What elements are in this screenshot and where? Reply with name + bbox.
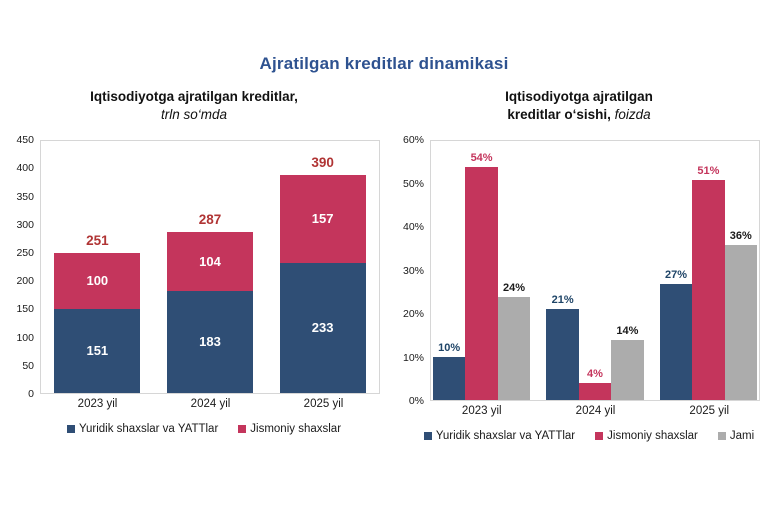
y-tick-label: 200 xyxy=(16,275,34,288)
page-title: Ajratilgan kreditlar dinamikasi xyxy=(259,54,509,73)
right-chart-panel: Iqtisodiyotga ajratilgan kreditlar o‘sis… xyxy=(398,88,760,442)
y-tick-label: 150 xyxy=(16,303,34,316)
bar-total-label: 390 xyxy=(311,154,334,170)
left-chart-title-line1: Iqtisodiyotga ajratilgan kreditlar, xyxy=(90,89,298,104)
bar-segment-label: 104 xyxy=(199,254,221,269)
bar-value-label: 21% xyxy=(551,294,574,307)
stacked-bar-2023-yil: 251 151 100 xyxy=(54,233,141,394)
bar-segment: 183 xyxy=(166,290,254,394)
y-tick-label: 400 xyxy=(16,162,34,175)
y-tick-label: 300 xyxy=(16,218,34,231)
x-category-label: 2023 yil xyxy=(77,398,118,411)
legend-label: Yuridik shaxslar va YATTlar xyxy=(78,423,219,436)
bar-value-label: 10% xyxy=(438,341,461,354)
bar-group-2023-yil: 10% 54% 24% xyxy=(433,141,531,401)
right-chart-title: Iqtisodiyotga ajratilgan kreditlar o‘sis… xyxy=(398,88,760,123)
bar-total-label: 251 xyxy=(86,232,109,248)
right-chart-area: 60% 50% 40% 30% 20% 10% 0% 10% 54% 24% 21% 4% 14% 27… xyxy=(398,134,760,407)
bar-segment: 157 xyxy=(279,174,366,263)
legend-swatch-icon xyxy=(66,425,75,434)
y-tick-label: 50 xyxy=(22,359,34,372)
bar-segment: 233 xyxy=(279,262,366,394)
x-category-label: 2025 yil xyxy=(689,405,730,418)
right-x-axis: 2023 yil 2024 yil 2025 yil xyxy=(431,405,760,417)
legend-swatch-icon xyxy=(238,425,247,434)
grouped-bar: 10% xyxy=(433,342,466,401)
legend-swatch-icon xyxy=(595,432,604,441)
y-tick-label: 40% xyxy=(402,221,424,234)
legend-item: Jami xyxy=(717,430,755,443)
bar-segment-label: 100 xyxy=(86,273,109,289)
y-tick-label: 0% xyxy=(408,395,424,408)
legend-item: Yuridik shaxslar va YATTlar xyxy=(66,423,219,436)
legend-swatch-icon xyxy=(423,432,432,441)
bar-value-label: 51% xyxy=(697,164,720,177)
legend-label: Jismoniy shaxslar xyxy=(250,423,342,436)
right-legend: Yuridik shaxslar va YATTlar Jismoniy shax… xyxy=(418,430,760,442)
y-tick-label: 30% xyxy=(402,264,424,277)
x-category-label: 2023 yil xyxy=(461,405,502,418)
left-chart-title-line2-italic: trln so‘mda xyxy=(160,106,228,122)
bar-value-label: 24% xyxy=(502,281,525,294)
y-tick-label: 20% xyxy=(402,308,424,321)
grouped-bar: 51% xyxy=(692,165,725,401)
x-category-label: 2025 yil xyxy=(303,398,344,411)
bar-value-label: 4% xyxy=(587,367,603,380)
y-tick-label: 350 xyxy=(16,190,34,203)
left-legend: Yuridik shaxslar va YATTlar Jismoniy shax… xyxy=(28,423,380,435)
legend-label: Jismoniy shaxslar xyxy=(607,430,698,443)
legend-label: Jami xyxy=(729,430,755,443)
legend-item: Yuridik shaxslar va YATTlar xyxy=(423,430,576,443)
bar-segment: 151 xyxy=(54,308,141,394)
grouped-bar: 4% xyxy=(578,368,612,401)
grouped-bar: 24% xyxy=(497,282,531,401)
y-tick-label: 100 xyxy=(16,331,34,344)
stacked-bar-2024-yil: 287 183 104 xyxy=(166,212,254,394)
legend-swatch-icon xyxy=(717,432,726,441)
grouped-bar: 54% xyxy=(465,152,498,401)
bar-segment: 100 xyxy=(54,252,141,309)
y-tick-label: 10% xyxy=(402,351,424,364)
grouped-bar: 36% xyxy=(724,230,757,401)
bar-value-label: 36% xyxy=(729,229,752,242)
left-chart-area: 450 400 350 300 250 200 150 100 50 0 251 151 100 287… xyxy=(8,134,380,400)
bar-value-label: 27% xyxy=(664,268,688,281)
grouped-bar: 14% xyxy=(611,325,644,401)
grouped-bar: 27% xyxy=(659,269,693,401)
right-plot-area: 10% 54% 24% 21% 4% 14% 27% 51% 36% xyxy=(430,140,760,402)
grouped-bar: 21% xyxy=(546,294,579,401)
x-category-label: 2024 yil xyxy=(575,405,616,418)
bar-segment: 104 xyxy=(166,232,254,291)
left-plot-area: 251 151 100 287 183 104 390 233 157 xyxy=(40,140,380,395)
x-category-label: 2024 yil xyxy=(190,398,231,411)
bar-total-label: 287 xyxy=(198,212,222,228)
right-chart-title-line2-bold: kreditlar o‘sishi, xyxy=(507,106,611,122)
y-tick-label: 250 xyxy=(16,246,34,259)
legend-item: Jismoniy shaxslar xyxy=(238,423,341,435)
bar-segment-label: 233 xyxy=(311,320,334,336)
left-chart-panel: Iqtisodiyotga ajratilgan kreditlar, trln… xyxy=(8,88,380,435)
y-tick-label: 50% xyxy=(402,177,424,190)
legend-item: Jismoniy shaxslar xyxy=(595,430,698,442)
y-tick-label: 60% xyxy=(402,134,424,147)
right-chart-title-line2-italic: foizda xyxy=(614,106,651,122)
right-chart-title-line1: Iqtisodiyotga ajratilgan xyxy=(505,89,653,104)
bar-group-2024-yil: 21% 4% 14% xyxy=(546,141,644,401)
legend-label: Yuridik shaxslar va YATTlar xyxy=(435,430,576,443)
stacked-bar-2025-yil: 390 233 157 xyxy=(279,155,366,394)
y-tick-label: 0 xyxy=(28,388,34,401)
bar-segment-label: 157 xyxy=(311,211,334,227)
left-chart-title: Iqtisodiyotga ajratilgan kreditlar, trln… xyxy=(8,88,380,123)
bar-segment-label: 183 xyxy=(199,334,221,350)
bar-group-2025-yil: 27% 51% 36% xyxy=(659,141,757,401)
left-x-axis: 2023 yil 2024 yil 2025 yil xyxy=(41,398,380,410)
y-tick-label: 450 xyxy=(16,134,34,147)
bar-value-label: 14% xyxy=(616,324,639,337)
bar-segment-label: 151 xyxy=(86,343,109,359)
bar-value-label: 54% xyxy=(470,152,493,164)
left-y-axis: 450 400 350 300 250 200 150 100 50 0 xyxy=(8,134,40,400)
right-y-axis: 60% 50% 40% 30% 20% 10% 0% xyxy=(398,134,430,407)
